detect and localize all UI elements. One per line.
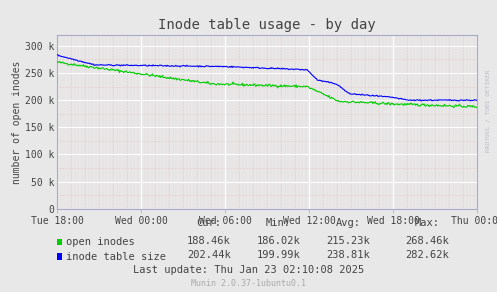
Text: 202.44k: 202.44k xyxy=(187,251,231,260)
Title: Inode table usage - by day: Inode table usage - by day xyxy=(158,18,376,32)
Text: inode table size: inode table size xyxy=(67,252,166,262)
Text: 282.62k: 282.62k xyxy=(406,251,449,260)
Text: Min:: Min: xyxy=(266,218,291,228)
Text: 268.46k: 268.46k xyxy=(406,236,449,246)
Text: Cur:: Cur: xyxy=(196,218,221,228)
Y-axis label: number of open inodes: number of open inodes xyxy=(12,60,22,184)
Text: Max:: Max: xyxy=(415,218,440,228)
Text: RRDTOOL / TOBI OETIKER: RRDTOOL / TOBI OETIKER xyxy=(486,70,491,152)
Text: Avg:: Avg: xyxy=(335,218,360,228)
Text: Munin 2.0.37-1ubuntu0.1: Munin 2.0.37-1ubuntu0.1 xyxy=(191,279,306,288)
Text: open inodes: open inodes xyxy=(67,237,135,247)
Text: Last update: Thu Jan 23 02:10:08 2025: Last update: Thu Jan 23 02:10:08 2025 xyxy=(133,265,364,275)
Text: 238.81k: 238.81k xyxy=(326,251,370,260)
Text: 199.99k: 199.99k xyxy=(256,251,300,260)
Text: 215.23k: 215.23k xyxy=(326,236,370,246)
Text: 186.02k: 186.02k xyxy=(256,236,300,246)
Text: 188.46k: 188.46k xyxy=(187,236,231,246)
